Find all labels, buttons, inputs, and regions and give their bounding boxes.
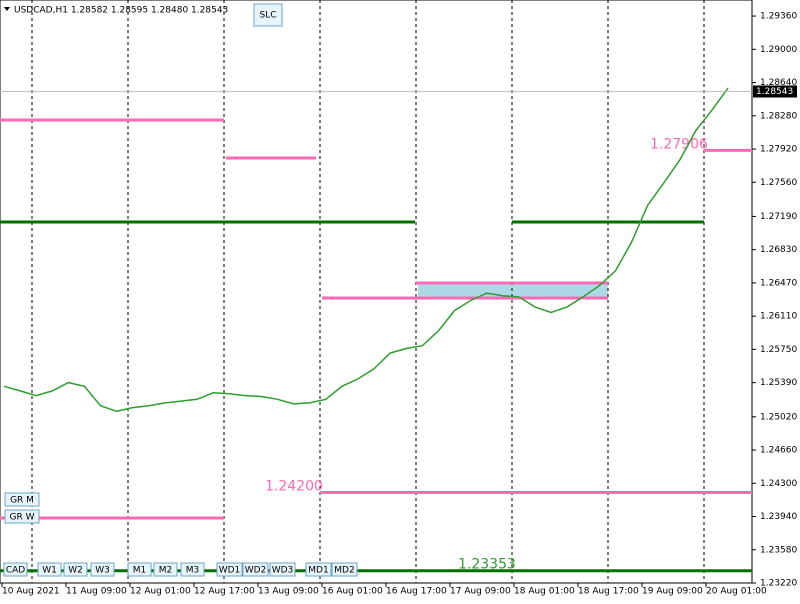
level-label: 1.27906 (650, 136, 708, 152)
button-label[interactable]: M1 (133, 566, 147, 576)
y-tick-label: 1.23940 (760, 512, 797, 522)
price-line (3, 87, 729, 413)
button-label[interactable]: W1 (42, 566, 57, 576)
button-label[interactable]: W2 (68, 566, 83, 576)
y-tick-label: 1.25020 (760, 412, 797, 422)
button-label[interactable]: WD3 (272, 566, 294, 576)
y-tick-label: 1.25390 (760, 378, 797, 388)
plot-frame (0, 0, 753, 584)
y-tick-label: 1.27560 (760, 178, 797, 188)
y-tick-label: 1.27190 (760, 212, 797, 222)
y-tick-label: 1.29360 (760, 12, 797, 22)
x-tick-label: 11 Aug 09:00 (66, 587, 127, 597)
button[interactable] (3, 562, 28, 577)
button-label[interactable]: WD2 (245, 566, 267, 576)
x-tick-label: 16 Aug 01:00 (322, 587, 383, 597)
button-label[interactable]: CAD (6, 566, 25, 576)
button-label[interactable]: MD1 (308, 566, 328, 576)
button-label[interactable]: GR W (10, 513, 35, 523)
button[interactable] (4, 492, 40, 507)
x-tick-label: 17 Aug 09:00 (450, 587, 511, 597)
button[interactable] (331, 562, 358, 577)
button[interactable] (253, 3, 283, 27)
x-tick-label: 16 Aug 17:00 (386, 587, 447, 597)
y-tick-label: 1.26830 (760, 245, 797, 255)
y-tick-label: 1.23580 (760, 545, 797, 555)
x-tick-label: 20 Aug 01:00 (706, 587, 767, 597)
x-tick-label: 10 Aug 2021 (2, 587, 60, 597)
y-tick-label: 1.28280 (760, 111, 797, 121)
title-arrow (4, 7, 10, 11)
button[interactable] (4, 509, 40, 524)
y-tick-label: 1.29000 (760, 45, 797, 55)
x-tick-label: 13 Aug 09:00 (258, 587, 319, 597)
button-label[interactable]: SLC (259, 11, 276, 21)
level-label: 1.23353 (458, 557, 516, 573)
button[interactable] (37, 562, 62, 577)
chart-title: USDCAD,H1 1.28582 1.28595 1.28480 1.2854… (14, 6, 228, 16)
button[interactable] (242, 562, 269, 577)
x-tick-label: 12 Aug 17:00 (194, 587, 255, 597)
button[interactable] (153, 562, 178, 577)
price-box (753, 85, 797, 98)
button-label[interactable]: WD1 (219, 566, 241, 576)
current-price-label: 1.28543 (756, 87, 793, 97)
y-tick-label: 1.23220 (760, 579, 797, 589)
y-tick-label: 1.28640 (760, 78, 797, 88)
button[interactable] (63, 562, 88, 577)
button-label[interactable]: MD2 (334, 566, 354, 576)
x-tick-label: 19 Aug 09:00 (642, 587, 703, 597)
x-tick-label: 12 Aug 01:00 (130, 587, 191, 597)
button[interactable] (90, 562, 115, 577)
button[interactable] (305, 562, 332, 577)
button-label[interactable]: GR M (10, 496, 34, 506)
button-label[interactable]: W3 (95, 566, 110, 576)
button[interactable] (127, 562, 152, 577)
x-tick-label: 18 Aug 01:00 (514, 587, 575, 597)
y-tick-label: 1.26470 (760, 278, 797, 288)
y-tick-label: 1.24660 (760, 446, 797, 456)
button[interactable] (180, 562, 205, 577)
button[interactable] (269, 562, 296, 577)
y-tick-label: 1.25750 (760, 345, 797, 355)
button-label[interactable]: M2 (159, 566, 173, 576)
y-tick-label: 1.26110 (760, 312, 797, 322)
x-tick-label: 18 Aug 17:00 (578, 587, 639, 597)
level-label: 1.24200 (265, 479, 323, 495)
y-tick-label: 1.24300 (760, 479, 797, 489)
zone (418, 282, 608, 299)
button-label[interactable]: M3 (186, 566, 200, 576)
button[interactable] (216, 562, 243, 577)
y-tick-label: 1.27920 (760, 145, 797, 155)
